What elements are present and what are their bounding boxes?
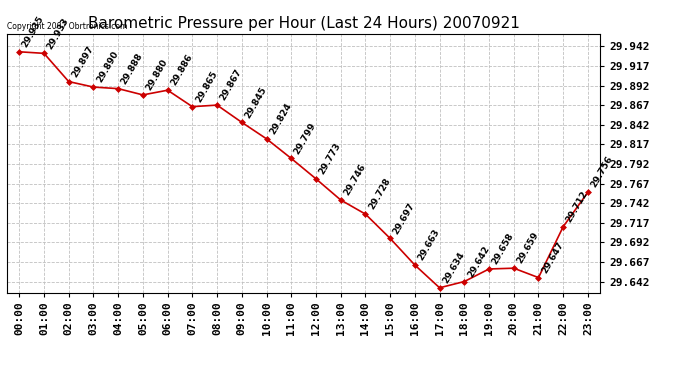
Text: 29.756: 29.756 (589, 154, 615, 189)
Text: 29.712: 29.712 (564, 189, 590, 224)
Text: 29.663: 29.663 (416, 228, 442, 262)
Text: 29.658: 29.658 (491, 232, 515, 266)
Text: 29.935: 29.935 (21, 14, 46, 49)
Text: 29.728: 29.728 (367, 177, 392, 212)
Text: 29.746: 29.746 (342, 162, 367, 197)
Text: 29.647: 29.647 (540, 240, 565, 275)
Text: 29.890: 29.890 (95, 50, 120, 84)
Title: Barometric Pressure per Hour (Last 24 Hours) 20070921: Barometric Pressure per Hour (Last 24 Ho… (88, 16, 520, 31)
Text: 29.697: 29.697 (391, 201, 417, 236)
Text: 29.659: 29.659 (515, 231, 540, 266)
Text: 29.845: 29.845 (243, 85, 268, 120)
Text: 29.824: 29.824 (268, 101, 293, 136)
Text: 29.773: 29.773 (317, 141, 343, 176)
Text: 29.865: 29.865 (194, 69, 219, 104)
Text: 29.886: 29.886 (169, 53, 194, 87)
Text: 29.888: 29.888 (119, 51, 145, 86)
Text: 29.642: 29.642 (466, 244, 491, 279)
Text: 29.867: 29.867 (219, 68, 244, 102)
Text: Copyright 2007 Obrtronics.com: Copyright 2007 Obrtronics.com (7, 22, 127, 31)
Text: 29.634: 29.634 (441, 251, 466, 285)
Text: 29.897: 29.897 (70, 44, 95, 79)
Text: 29.933: 29.933 (46, 16, 70, 51)
Text: 29.880: 29.880 (144, 58, 169, 92)
Text: 29.799: 29.799 (293, 121, 318, 156)
